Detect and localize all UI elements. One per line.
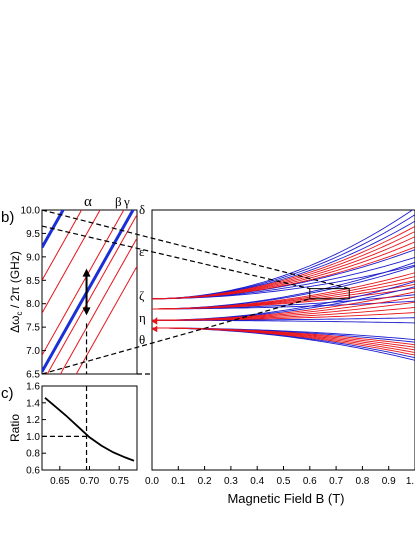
panel-b-thick-blue-line — [42, 210, 135, 373]
ylabel-base: Δω — [8, 315, 22, 332]
panel-main-xtick-label: 0.1 — [171, 476, 185, 487]
label-delta: δ — [139, 202, 145, 217]
main-red-curve — [152, 280, 415, 310]
panel-b-red-line — [42, 210, 83, 281]
panel-b-ytick-label: 7.5 — [26, 323, 40, 334]
main-red-wedge — [152, 325, 158, 333]
panel-b-ylabel: Δωc / 2π (GHz) — [8, 251, 24, 333]
panel-c-xtick-label: 0.70 — [80, 476, 100, 487]
panel-c-ytick-label: 0.6 — [26, 466, 40, 477]
axis-ticks: 6.5 7.0 7.5 8.0 8.5 9.0 9.5 10.0 0.6 0.8 1.0 1.2 1.4… — [21, 206, 415, 487]
panel-c-xtick-label: 0.65 — [50, 476, 70, 487]
dashed-guide-top — [41, 209, 350, 290]
panel-c-ylabel: Ratio — [8, 414, 22, 442]
panel-c-lines — [44, 397, 135, 462]
panel-main-xtick-label: 0.5 — [277, 476, 291, 487]
panel-b-red-line — [42, 210, 125, 356]
label-theta: θ — [139, 332, 145, 347]
panel-b-frame — [41, 209, 138, 375]
panel-main-xtick-label: 0.4 — [250, 476, 264, 487]
panel-main-xtick-label: 0.8 — [355, 476, 369, 487]
main-red-curve — [152, 225, 415, 300]
panel-b-red-line — [46, 214, 137, 374]
label-beta: β — [115, 194, 122, 209]
panel-c-xtick-label: 0.75 — [109, 476, 129, 487]
panel-b-red-line — [42, 210, 101, 314]
panel-main-xtick-label: 0.7 — [329, 476, 343, 487]
panel-b-ytick-label: 8.5 — [26, 276, 40, 287]
panel-b-ytick-label: 7.0 — [26, 346, 40, 357]
panel-c-ytick-label: 1.4 — [26, 398, 40, 409]
panel-b-red-line — [75, 265, 137, 374]
label-gamma: γ — [123, 194, 130, 209]
panel-main-xtick-label: 0.2 — [198, 476, 212, 487]
panel-c-ytick-label: 1.6 — [26, 382, 40, 393]
dashed-guide-bottom — [41, 298, 310, 375]
panel-main-xtick-label: 0.9 — [382, 476, 396, 487]
dashed-guide-mid — [41, 225, 310, 290]
main-red-wedge — [152, 317, 158, 325]
ylabel-sub: c — [15, 311, 24, 315]
dashed-guides — [41, 209, 350, 470]
panel-main-xtick-label: 0.6 — [303, 476, 317, 487]
label-alpha: α — [84, 194, 92, 210]
label-zeta: ζ — [139, 288, 145, 303]
main-red-curve — [152, 327, 415, 346]
panel-main-xtick-label: 0.0 — [145, 476, 159, 487]
panel-label-c: c) — [1, 385, 14, 402]
panel-main-lines — [152, 210, 415, 361]
arrow-head-up — [82, 268, 91, 277]
panel-b-ytick-label: 6.5 — [26, 370, 40, 381]
panel-b-lines — [42, 210, 137, 374]
panel-c-ytick-label: 1.2 — [26, 415, 40, 426]
panel-c-frame — [41, 385, 138, 471]
main-red-curve — [152, 291, 415, 321]
panel-label-b: b) — [1, 209, 14, 226]
panel-b-ytick-label: 9.0 — [26, 252, 40, 263]
main-red-curve — [152, 272, 415, 310]
ylabel-rest: / 2π (GHz) — [8, 251, 22, 311]
panel-main-xtick-label: 0.3 — [224, 476, 238, 487]
arrow-head-down — [82, 307, 91, 316]
panel-c-ytick-label: 0.8 — [26, 449, 40, 460]
label-epsilon: ε — [139, 244, 145, 259]
xlabel-main: Magnetic Field B (T) — [227, 491, 344, 506]
main-blue-curve — [152, 319, 415, 324]
panel-b-red-line — [42, 210, 43, 211]
panel-main-xtick-label: 1. — [406, 476, 414, 487]
panel-b-thick-blue-line — [42, 210, 65, 249]
panel-b-ytick-label: 10.0 — [21, 206, 41, 217]
panel-b-ytick-label: 8.0 — [26, 299, 40, 310]
main-blue-curve — [152, 210, 414, 300]
label-eta: η — [139, 310, 146, 325]
zoom-rectangle — [309, 288, 350, 300]
panel-c-ytick-label: 1.0 — [26, 432, 40, 443]
panel-b-ytick-label: 9.5 — [26, 229, 40, 240]
panel-b-red-line — [59, 237, 137, 374]
ratio-curve — [44, 397, 135, 462]
